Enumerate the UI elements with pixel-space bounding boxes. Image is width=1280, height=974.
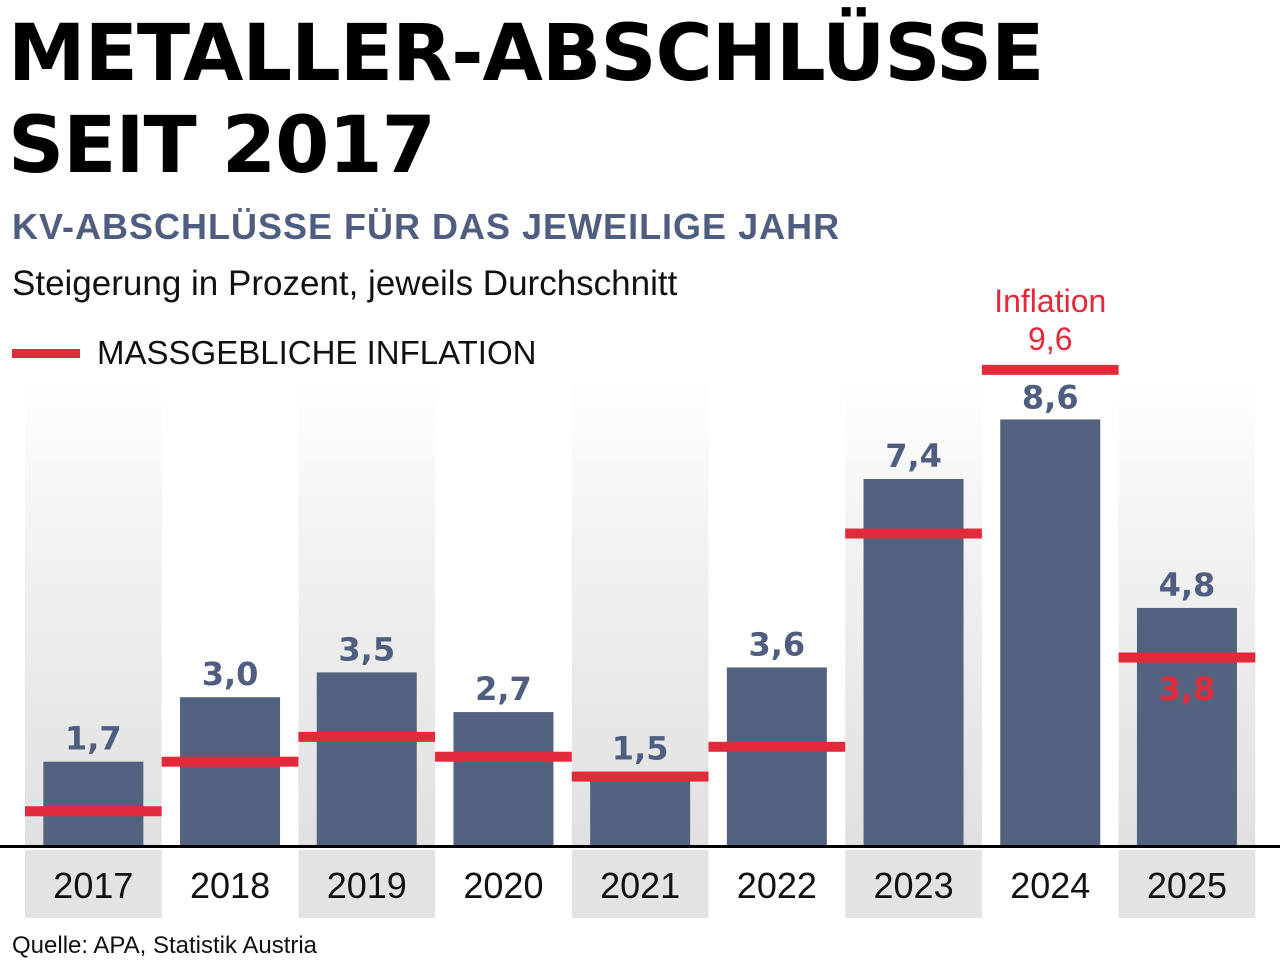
- year-label-2018: 2018: [190, 865, 270, 906]
- inflation-annotation-value-2025: 3,8: [1159, 670, 1216, 708]
- year-label-2017: 2017: [53, 865, 133, 906]
- value-label-2023: 7,4: [885, 437, 942, 475]
- bar-2021: [590, 771, 691, 846]
- value-label-2020: 2,7: [475, 670, 532, 708]
- bar-2019: [316, 672, 417, 846]
- value-label-2018: 3,0: [202, 655, 259, 693]
- bar-2020: [453, 712, 554, 846]
- year-label-2022: 2022: [737, 865, 817, 906]
- bar-2022: [726, 667, 827, 846]
- column-band: [571, 380, 709, 846]
- chart-description: Steigerung in Prozent, jeweils Durchschn…: [12, 264, 678, 303]
- bar-2018: [180, 697, 281, 846]
- year-band: [298, 850, 436, 918]
- title-line-1: METALLER-ABSCHLÜSSE: [8, 9, 1044, 99]
- inflation-line-2021: [571, 771, 709, 782]
- legend-inflation-swatch: [12, 348, 80, 358]
- inflation-line-2019: [298, 731, 436, 742]
- inflation-line-2017: [25, 806, 162, 817]
- title-line-2: SEIT 2017: [8, 101, 436, 191]
- value-label-2021: 1,5: [612, 730, 669, 768]
- value-label-2019: 3,5: [338, 630, 395, 668]
- year-label-2020: 2020: [463, 865, 543, 906]
- inflation-line-2022: [708, 741, 846, 752]
- value-label-2022: 3,6: [749, 625, 806, 663]
- value-label-2017: 1,7: [65, 720, 122, 758]
- inflation-annotation-value-2024: 9,6: [1028, 321, 1072, 357]
- baseline: [0, 845, 1280, 848]
- legend-inflation-label: MASSGEBLICHE INFLATION: [97, 334, 537, 371]
- year-label-2019: 2019: [327, 865, 407, 906]
- inflation-line-2020: [435, 751, 572, 762]
- chart-subtitle: KV-ABSCHLÜSSE FÜR DAS JEWEILIGE JAHR: [12, 206, 841, 247]
- bar-2024: [1000, 419, 1101, 846]
- year-band: [25, 850, 162, 918]
- value-label-2025: 4,8: [1159, 566, 1216, 604]
- year-label-2024: 2024: [1010, 865, 1090, 906]
- year-label-2025: 2025: [1147, 865, 1227, 906]
- source-note: Quelle: APA, Statistik Austria: [12, 932, 318, 959]
- inflation-line-2025: [1118, 652, 1256, 663]
- year-label-2023: 2023: [874, 865, 954, 906]
- inflation-annotation-label: Inflation: [994, 283, 1106, 319]
- bar-2017: [43, 761, 144, 846]
- year-label-2021: 2021: [600, 865, 680, 906]
- year-band: [845, 850, 982, 918]
- year-band: [1118, 850, 1256, 918]
- bar-2025: [1136, 607, 1237, 846]
- inflation-line-2018: [161, 756, 299, 767]
- value-label-2024: 8,6: [1022, 378, 1079, 416]
- legend: MASSGEBLICHE INFLATION: [12, 334, 536, 372]
- chart-title: METALLER-ABSCHLÜSSE SEIT 2017: [8, 8, 1044, 192]
- year-band: [571, 850, 709, 918]
- inflation-line-2023: [845, 528, 982, 539]
- bar-2023: [863, 478, 964, 846]
- inflation-line-2024: [981, 364, 1119, 375]
